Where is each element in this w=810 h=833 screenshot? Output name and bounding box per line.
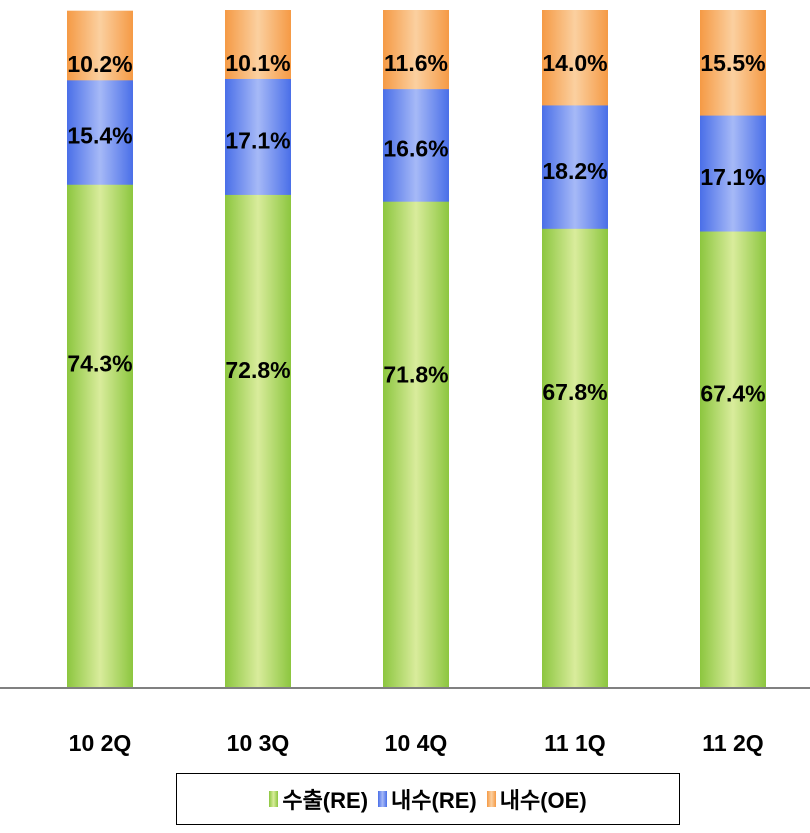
data-label-export-re: 74.3%	[67, 351, 132, 377]
data-label-domestic-re: 16.6%	[383, 136, 448, 162]
data-label-domestic-oe: 14.0%	[542, 50, 607, 76]
data-label-export-re: 72.8%	[225, 357, 290, 383]
legend-swatch-green	[269, 791, 279, 807]
bar-segment-domestic-oe	[225, 10, 291, 79]
bar-segment-export-re	[67, 184, 133, 688]
data-label-export-re: 71.8%	[383, 362, 448, 388]
data-label-domestic-oe: 10.1%	[225, 50, 290, 76]
bar-segment-domestic-re	[700, 115, 766, 232]
data-label-export-re: 67.4%	[700, 381, 765, 407]
legend-label-export-re: 수출(RE)	[282, 788, 369, 813]
x-tick-label: 10 2Q	[69, 730, 132, 756]
x-tick-label: 10 3Q	[227, 730, 290, 756]
data-label-domestic-re: 17.1%	[225, 127, 290, 153]
data-label-export-re: 67.8%	[542, 379, 607, 405]
legend-label-domestic-re: 내수(RE)	[391, 788, 477, 813]
bar-segment-export-re	[542, 228, 608, 689]
data-label-domestic-re: 18.2%	[542, 158, 607, 184]
bar-segment-domestic-oe	[383, 10, 449, 90]
bar-segment-export-re	[700, 231, 766, 688]
data-label-domestic-re: 15.4%	[67, 122, 132, 148]
data-label-domestic-oe: 10.2%	[67, 51, 132, 77]
bars-layer: 74.3% 15.4% 10.2% 72.8% 17.1% 10.1% 71.8% 16.6%…	[67, 10, 766, 689]
x-tick-label: 10 4Q	[385, 730, 448, 756]
bar-segment-domestic-re	[67, 79, 133, 185]
bar-segment-export-re	[383, 201, 449, 689]
data-label-domestic-re: 17.1%	[700, 164, 765, 190]
legend-item-domestic-re: 내수(RE)	[378, 783, 477, 815]
bar-segment-domestic-oe	[67, 10, 133, 81]
legend-swatch-orange	[486, 791, 496, 807]
bar-segment-export-re	[225, 194, 291, 688]
legend-item-export-re: 수출(RE)	[269, 783, 368, 815]
bar-segment-domestic-re	[542, 104, 608, 229]
legend: 수출(RE) 내수(RE) 내수(OE)	[176, 773, 680, 825]
data-label-domestic-oe: 11.6%	[384, 50, 448, 76]
x-tick-labels: 10 2Q 10 3Q 10 4Q 11 1Q 11 2Q	[69, 730, 764, 756]
bar-segment-domestic-oe	[542, 10, 608, 106]
legend-swatch-blue	[378, 791, 388, 807]
legend-label-domestic-oe: 내수(OE)	[499, 788, 587, 813]
x-tick-label: 11 2Q	[702, 730, 763, 756]
bar-segment-domestic-re	[383, 88, 449, 202]
x-tick-label: 11 1Q	[544, 730, 605, 756]
bar-segment-domestic-oe	[700, 10, 766, 116]
legend-item-domestic-oe: 내수(OE)	[486, 783, 587, 815]
data-label-domestic-oe: 15.5%	[700, 50, 765, 76]
bar-segment-domestic-re	[225, 78, 291, 195]
